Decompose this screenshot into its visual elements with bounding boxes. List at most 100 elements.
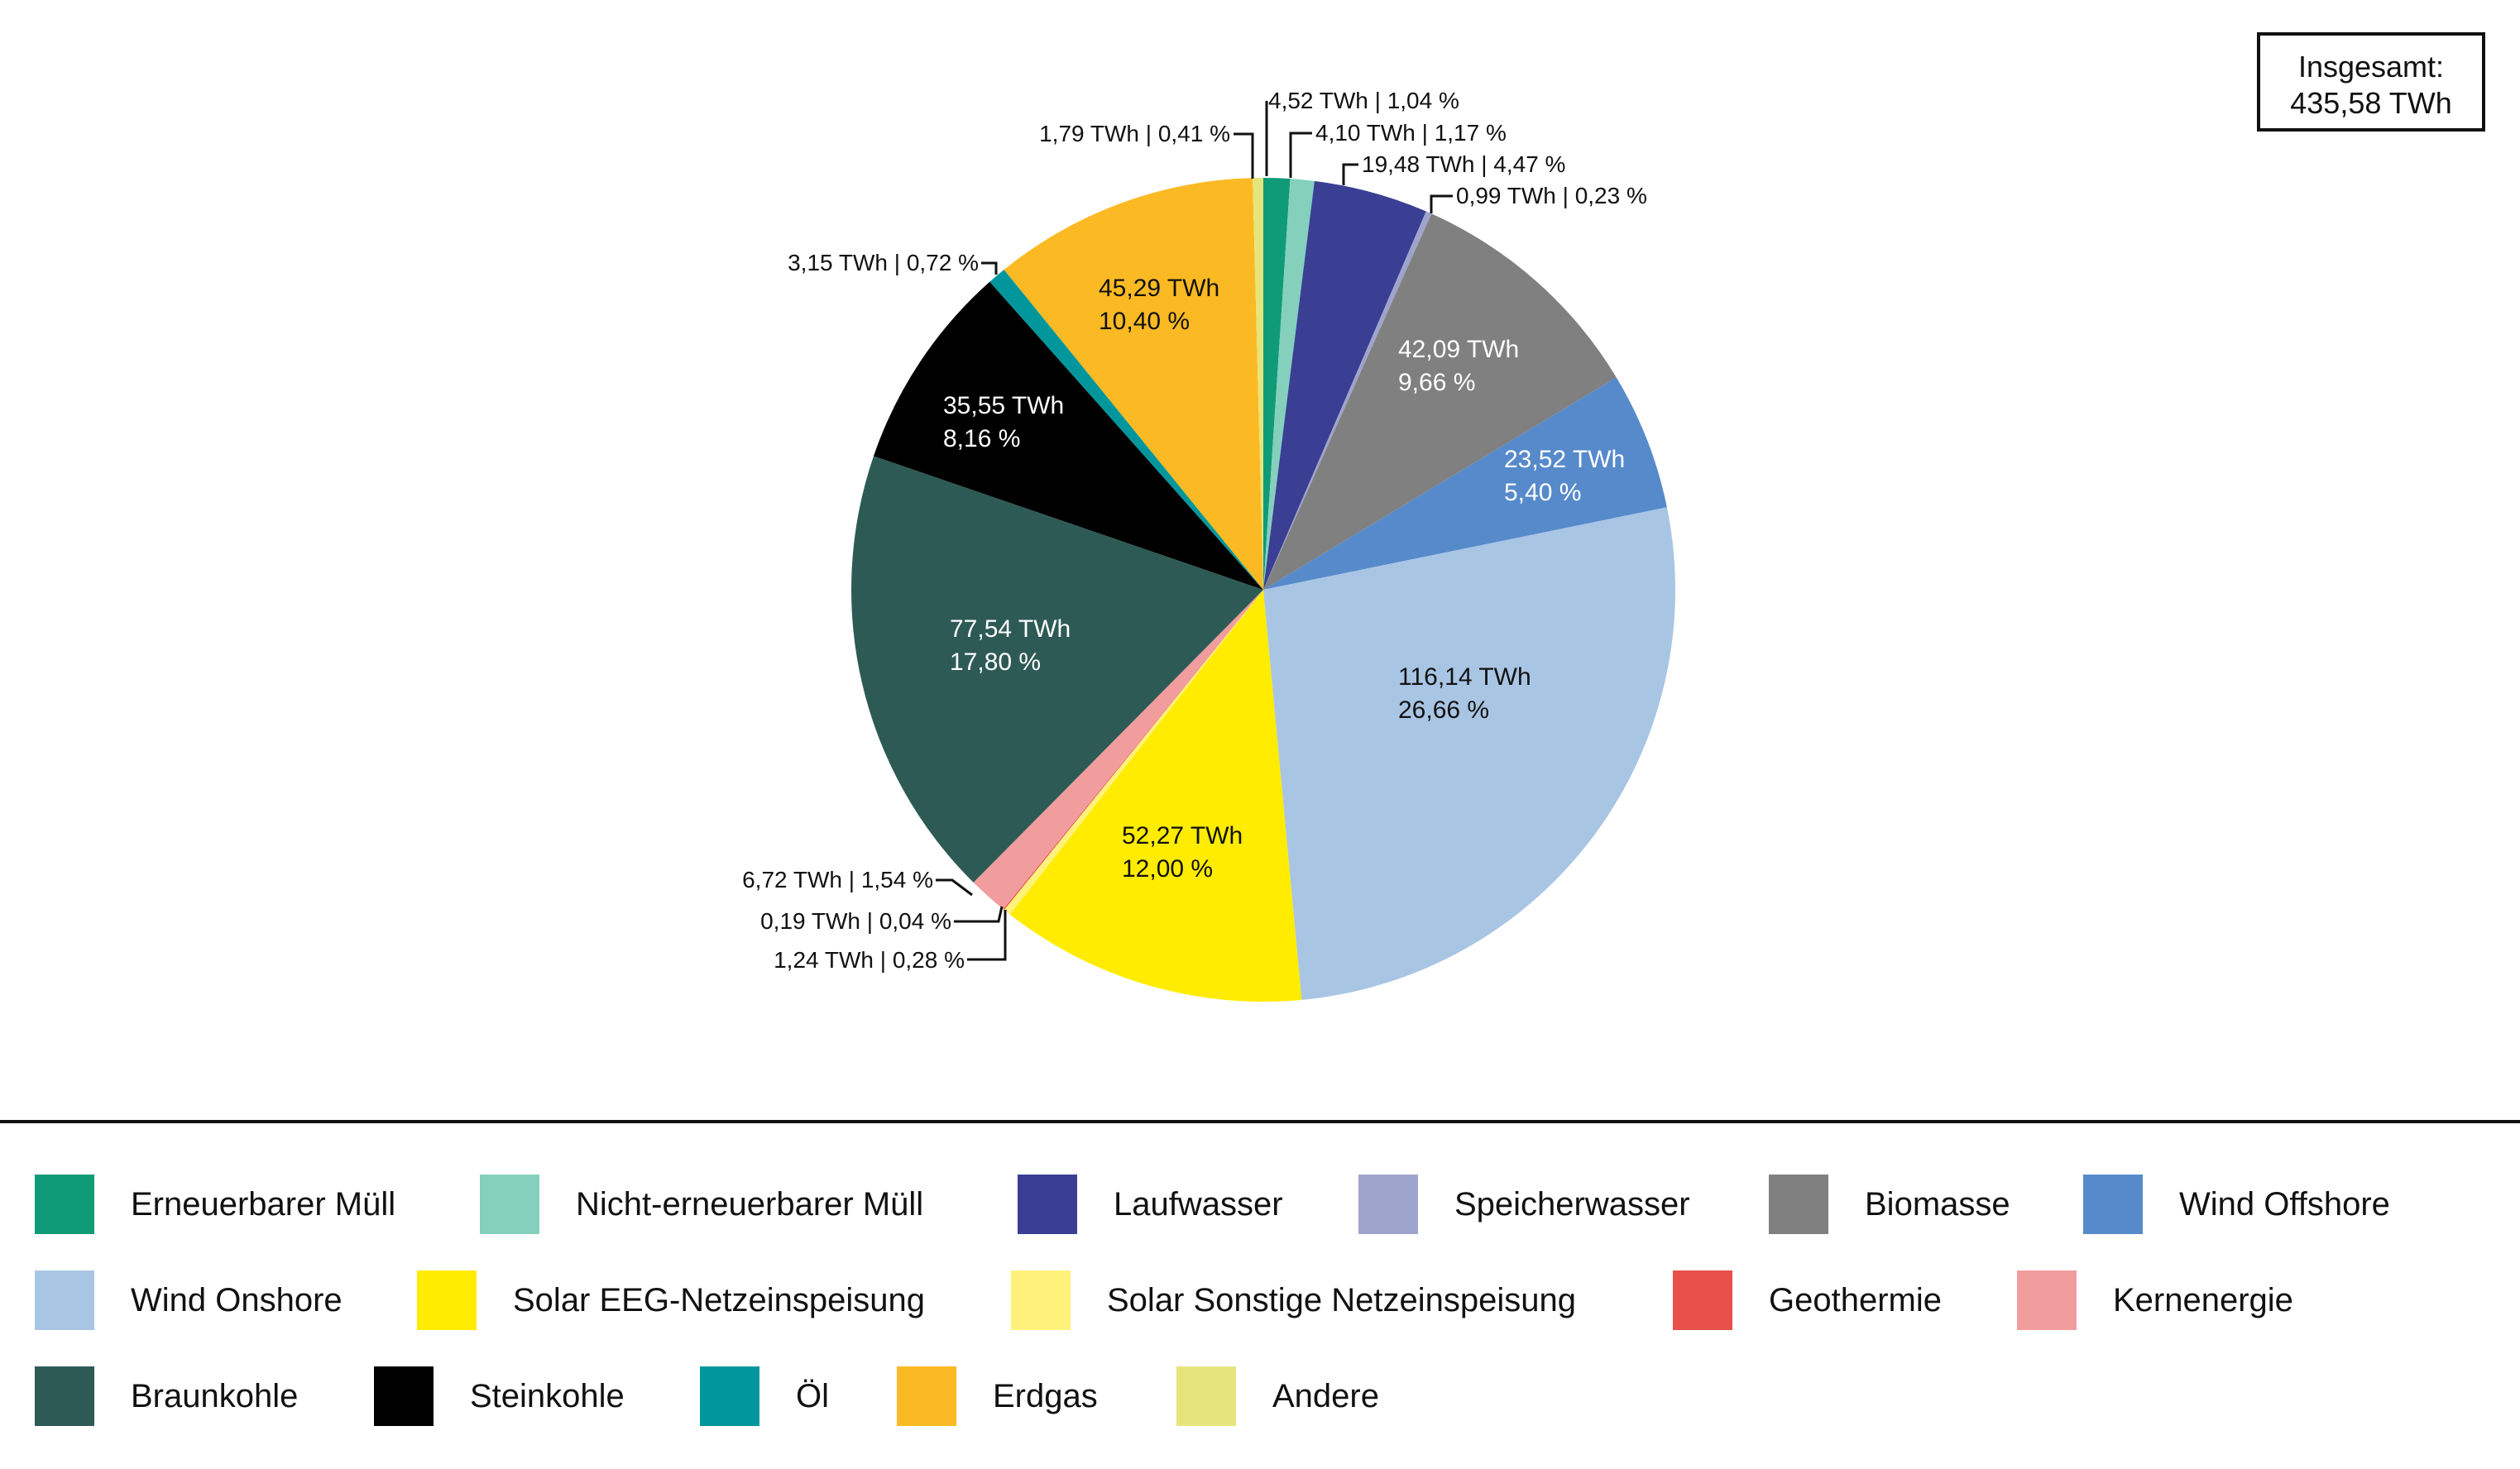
pie-slice-kernenergie — [973, 590, 1263, 910]
pie-slice-andere — [1253, 178, 1263, 590]
legend-label: Wind Offshore — [2179, 1185, 2390, 1223]
legend-item-solar-eeg: Solar EEG-Netzeinspeisung — [417, 1269, 925, 1332]
slice-label-solar-sonstige-netzeinspeisung: 1,24 TWh | 0,28 % — [774, 947, 965, 973]
pie-slice-oel — [989, 269, 1263, 590]
slice-label-erneuerbarer-muell: 4,52 TWh | 1,04 % — [1268, 88, 1459, 113]
leader-line-geothermie — [954, 906, 1004, 923]
legend-item-oel: Öl — [700, 1365, 829, 1428]
legend-label: Biomasse — [1865, 1185, 2010, 1223]
pie-slice-steinkohle — [873, 281, 1263, 590]
slice-label-andere: 1,79 TWh | 0,41 % — [1039, 121, 1230, 146]
slice-value-label-biomasse: 42,09 TWh — [1398, 336, 1519, 363]
leader-line-speicherwasser — [1430, 194, 1453, 213]
legend-item-erdgas: Erdgas — [897, 1365, 1098, 1428]
pie-slice-speicherwasser — [1263, 211, 1432, 591]
legend-swatch — [480, 1175, 539, 1234]
pie-slice-biomasse — [1263, 213, 1617, 590]
legend-label: Laufwasser — [1114, 1185, 1283, 1223]
slice-label-oel: 3,15 TWh | 0,72 % — [788, 250, 979, 275]
legend-label: Kernenergie — [2113, 1281, 2293, 1318]
legend-label: Solar EEG-Netzeinspeisung — [513, 1281, 926, 1318]
legend-item-solar-sonstige: Solar Sonstige Netzeinspeisung — [1011, 1269, 1576, 1332]
legend-divider — [0, 1120, 2520, 1123]
legend-swatch — [2083, 1175, 2143, 1234]
legend-swatch — [897, 1366, 956, 1426]
pie-slice-laufwasser — [1263, 180, 1426, 591]
legend-label: Steinkohle — [470, 1377, 625, 1414]
pie-slice-braunkohle — [851, 456, 1263, 883]
slice-label-geothermie: 0,19 TWh | 0,04 % — [760, 908, 951, 934]
legend-swatch — [1673, 1270, 1732, 1330]
legend-item-wind-onshore: Wind Onshore — [35, 1269, 343, 1332]
legend-item-braunkohle: Braunkohle — [35, 1365, 298, 1428]
leader-line-solar-sonstige-netzeinspeisung — [967, 910, 1007, 961]
slice-percent-label-solar-eeg-netzeinspeisung: 12,00 % — [1122, 855, 1213, 883]
pie-slice-erdgas — [1004, 178, 1263, 591]
legend-item-andere: Andere — [1176, 1365, 1379, 1428]
slice-value-label-wind-offshore: 23,52 TWh — [1504, 446, 1625, 473]
slice-value-label-wind-onshore: 116,14 TWh — [1398, 663, 1531, 691]
legend-swatch — [1011, 1270, 1071, 1330]
legend-swatch — [35, 1270, 94, 1330]
legend: Erneuerbarer Müll Nicht-erneuerbarer Mül… — [0, 1173, 2520, 1454]
legend-label: Braunkohle — [131, 1377, 299, 1414]
slice-percent-label-steinkohle: 8,16 % — [943, 425, 1020, 452]
legend-label: Erneuerbarer Müll — [131, 1185, 396, 1223]
legend-label: Geothermie — [1769, 1281, 1942, 1318]
slice-label-laufwasser: 19,48 TWh | 4,47 % — [1362, 151, 1565, 177]
pie-slice-geothermie — [1003, 590, 1263, 911]
legend-label: Solar Sonstige Netzeinspeisung — [1107, 1281, 1577, 1318]
pie-slice-nicht-erneuerbarer-muell — [1263, 179, 1315, 590]
slice-percent-label-biomasse: 9,66 % — [1398, 369, 1475, 396]
slice-value-label-braunkohle: 77,54 TWh — [950, 615, 1071, 643]
legend-item-nicht-erneuerbarer-muell: Nicht-erneuerbarer Müll — [480, 1173, 923, 1236]
pie-slice-solar-eeg-netzeinspeisung — [1009, 590, 1302, 1002]
leader-line-oel — [981, 261, 998, 275]
total-value: 435,58 TWh — [2290, 86, 2452, 120]
legend-item-erneuerbarer-muell: Erneuerbarer Müll — [35, 1173, 395, 1236]
slice-label-kernenergie: 6,72 TWh | 1,54 % — [742, 867, 933, 892]
legend-swatch — [374, 1366, 434, 1426]
legend-item-steinkohle: Steinkohle — [374, 1365, 625, 1428]
legend-swatch — [1358, 1175, 1418, 1234]
leader-line-andere — [1234, 132, 1254, 179]
legend-label: Öl — [796, 1377, 829, 1414]
legend-swatch — [1018, 1175, 1077, 1234]
legend-label: Speicherwasser — [1454, 1185, 1690, 1223]
leader-line-kernenergie — [936, 878, 973, 897]
leader-line-laufwasser — [1342, 163, 1358, 185]
legend-item-geothermie: Geothermie — [1673, 1269, 1942, 1332]
leader-line-nicht-erneuerbarer-muell — [1289, 132, 1312, 178]
legend-swatch — [2017, 1270, 2077, 1330]
slice-label-speicherwasser: 0,99 TWh | 0,23 % — [1456, 183, 1647, 208]
legend-swatch — [700, 1366, 759, 1426]
legend-label: Andere — [1272, 1377, 1379, 1414]
legend-item-kernenergie: Kernenergie — [2017, 1269, 2293, 1332]
slice-value-label-solar-eeg-netzeinspeisung: 52,27 TWh — [1122, 822, 1243, 849]
slice-percent-label-wind-onshore: 26,66 % — [1398, 696, 1489, 724]
legend-item-laufwasser: Laufwasser — [1018, 1173, 1283, 1236]
legend-label: Wind Onshore — [131, 1281, 343, 1318]
slice-label-nicht-erneuerbarer-muell: 4,10 TWh | 1,17 % — [1315, 120, 1507, 146]
legend-item-biomasse: Biomasse — [1769, 1173, 2010, 1236]
legend-swatch — [417, 1270, 477, 1330]
pie-chart: 4,52 TWh | 1,04 % 4,10 TWh | 1,17 % 19,48 … — [742, 88, 1675, 1002]
pie-slice-wind-offshore — [1263, 377, 1667, 590]
slice-value-label-erdgas: 45,29 TWh — [1099, 275, 1219, 302]
legend-swatch — [35, 1175, 94, 1234]
legend-swatch — [35, 1366, 94, 1426]
total-label: Insgesamt: — [2297, 50, 2445, 84]
legend-item-speicherwasser: Speicherwasser — [1358, 1173, 1690, 1236]
slice-percent-label-erdgas: 10,40 % — [1099, 308, 1190, 335]
legend-label: Nicht-erneuerbarer Müll — [576, 1185, 924, 1223]
total-box: Insgesamt: 435,58 TWh — [2257, 32, 2485, 132]
pie-slice-wind-onshore — [1263, 507, 1675, 1000]
legend-item-wind-offshore: Wind Offshore — [2083, 1173, 2390, 1236]
pie-slice-erneuerbarer-muell — [1263, 177, 1291, 590]
legend-swatch — [1176, 1366, 1236, 1426]
slice-percent-label-braunkohle: 17,80 % — [950, 648, 1041, 676]
legend-label: Erdgas — [993, 1377, 1098, 1414]
legend-swatch — [1769, 1175, 1828, 1234]
slice-percent-label-wind-offshore: 5,40 % — [1504, 479, 1581, 506]
pie-slice-solar-sonstige-netzeinspeisung — [1004, 590, 1263, 915]
